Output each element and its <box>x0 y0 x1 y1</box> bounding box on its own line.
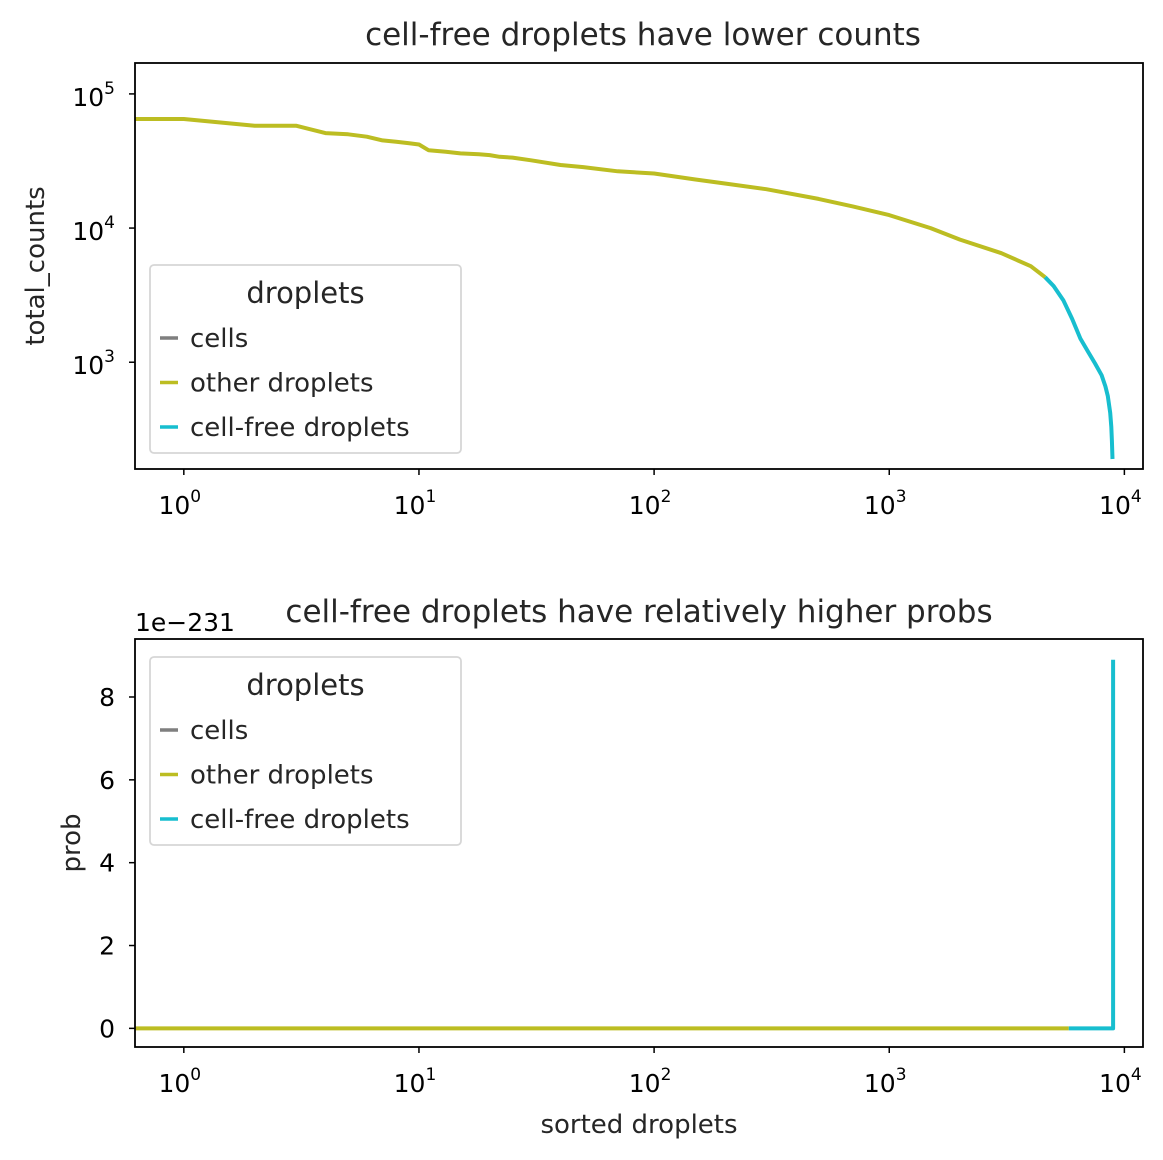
legend: droplets cells other droplets cell-free dro… <box>149 656 462 846</box>
legend-label-other-droplets: other droplets <box>190 761 374 791</box>
x-tick-label: 101 <box>394 1065 437 1098</box>
y-tick-label: 6 <box>99 766 115 795</box>
y-tick-label: 0 <box>99 1014 115 1043</box>
x-tick-label: 103 <box>864 1065 907 1098</box>
legend-label-cells: cells <box>190 324 248 354</box>
series-line-cell-free-droplets <box>1068 659 1116 1031</box>
x-tick-label: 102 <box>629 487 672 520</box>
x-tick-label: 103 <box>864 487 907 520</box>
series-line-other-droplets <box>135 117 1047 279</box>
legend-box <box>149 656 462 846</box>
x-tick-label: 104 <box>1099 487 1142 520</box>
axes-frame <box>134 638 1144 1048</box>
y-tick-label: 8 <box>99 683 115 712</box>
legend-label-other-droplets: other droplets <box>190 369 374 399</box>
chart-title: cell-free droplets have lower counts <box>365 17 921 53</box>
x-tick-label: 104 <box>1099 1065 1142 1098</box>
legend-label-cell-free-droplets: cell-free droplets <box>190 413 410 443</box>
y-axis-label: total_counts <box>21 186 51 345</box>
legend-title: droplets <box>246 668 364 702</box>
series-line-cell-free-droplets <box>1043 275 1115 460</box>
legend-title: droplets <box>246 276 364 310</box>
legend-label-cells: cells <box>190 716 248 746</box>
axes-frame <box>134 62 1144 470</box>
x-tick-label: 100 <box>158 487 201 520</box>
y-tick-label: 104 <box>72 213 115 246</box>
chart-1: 100 101 102 103 104 103 104 105 cell-free drople… <box>21 17 1144 520</box>
y-tick-label: 4 <box>99 849 115 878</box>
y-tick-label: 105 <box>72 79 115 112</box>
y-offset-label: 1e−231 <box>135 608 235 637</box>
legend: droplets cells other droplets cell-free dro… <box>149 264 462 454</box>
legend-label-cell-free-droplets: cell-free droplets <box>190 805 410 835</box>
x-tick-label: 100 <box>158 1065 201 1098</box>
x-axis-label: sorted droplets <box>540 1110 737 1140</box>
y-tick-label: 2 <box>99 932 115 961</box>
y-axis-label: prob <box>57 813 87 872</box>
x-tick-label: 101 <box>394 487 437 520</box>
y-tick-label: 103 <box>72 347 115 380</box>
chart-2: 100 101 102 103 104 0 2 4 6 8 cell-free droplets h… <box>57 594 1144 1140</box>
x-tick-label: 102 <box>629 1065 672 1098</box>
chart-title: cell-free droplets have relatively highe… <box>285 594 992 630</box>
legend-box <box>149 264 462 454</box>
